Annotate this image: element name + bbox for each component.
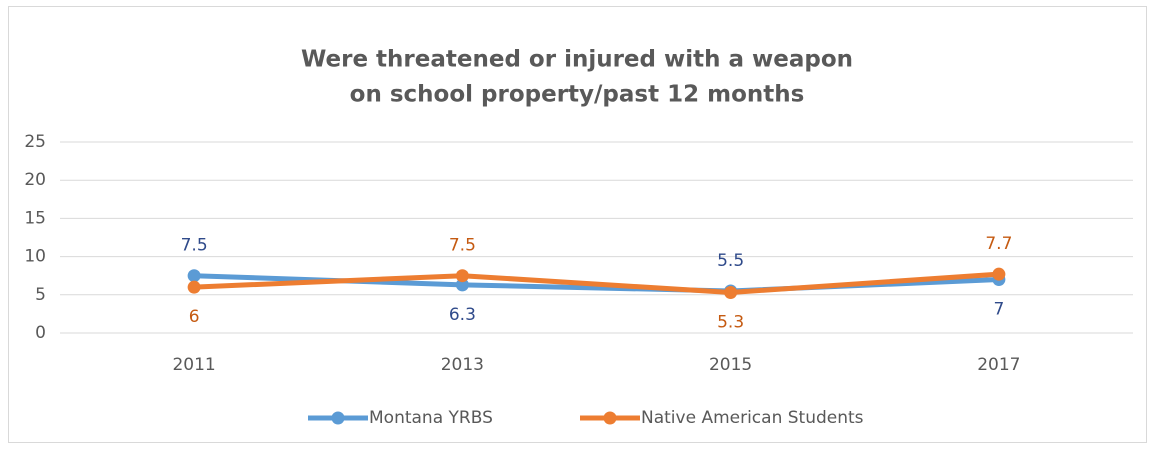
legend-marker [603, 411, 617, 425]
y-tick-label: 25 [24, 132, 46, 152]
data-point [724, 286, 738, 300]
x-tick-label: 2013 [441, 355, 484, 375]
data-label: 7.5 [449, 236, 476, 256]
y-tick-label: 10 [24, 247, 46, 267]
data-label: 5.3 [717, 313, 744, 333]
chart-frame [8, 6, 1147, 443]
x-tick-label: 2011 [172, 355, 215, 375]
data-label: 6.3 [449, 305, 476, 325]
data-label: 6 [189, 307, 200, 327]
data-label: 5.5 [717, 251, 744, 271]
series-line [194, 271, 1000, 296]
x-tick-label: 2015 [709, 355, 752, 375]
data-label: 7 [993, 300, 1004, 320]
chart-title: on school property/past 12 months [350, 82, 805, 108]
y-tick-label: 0 [35, 323, 46, 343]
y-tick-label: 15 [24, 208, 46, 228]
data-label: 7.7 [985, 234, 1012, 254]
data-point [187, 280, 201, 294]
legend-label: Native American Students [641, 408, 864, 428]
x-tick-label: 2017 [977, 355, 1020, 375]
y-tick-label: 5 [35, 285, 46, 305]
data-point [455, 269, 469, 283]
legend-label: Montana YRBS [369, 408, 493, 428]
legend-marker [331, 411, 345, 425]
y-tick-label: 20 [24, 170, 46, 190]
data-label: 7.5 [181, 236, 208, 256]
data-point [187, 269, 201, 283]
data-point [455, 278, 469, 292]
data-point [992, 267, 1006, 281]
chart-title: Were threatened or injured with a weapon [301, 47, 853, 73]
